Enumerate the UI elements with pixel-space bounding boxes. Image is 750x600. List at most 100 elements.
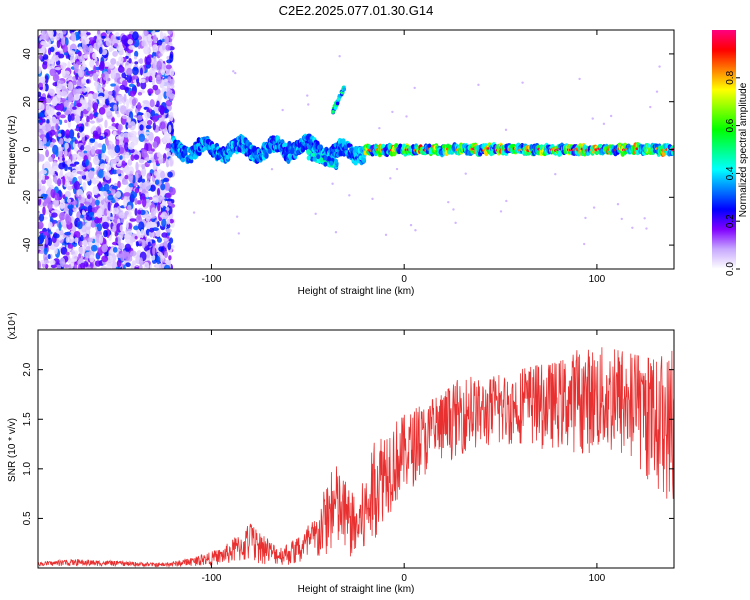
spectrogram-cell <box>81 211 87 216</box>
spectrogram-cell <box>130 190 138 199</box>
spectrogram-cell <box>126 67 133 76</box>
spectrogram-cell <box>47 58 54 65</box>
spectrogram-cell <box>79 241 83 247</box>
spectrogram-cell <box>88 211 95 218</box>
spectrogram-cell <box>169 187 176 196</box>
spectrogram-cell <box>97 169 104 179</box>
spectrogram-cell <box>64 37 69 46</box>
spectrogram-cell <box>137 114 143 121</box>
spectrogram-cell <box>111 169 118 175</box>
spectrogram-cell <box>145 56 152 65</box>
spectrogram-cell <box>163 239 168 248</box>
spectrogram-cell <box>52 165 60 172</box>
spectrogram-cell <box>52 233 60 239</box>
spectrogram-cell <box>391 110 394 114</box>
spectrogram-cell <box>311 152 316 158</box>
spectrogram-cell <box>155 160 159 165</box>
spectrogram-cell <box>158 52 163 57</box>
spectrogram-cell <box>44 75 49 84</box>
spectrogram-cell <box>117 123 123 132</box>
spectrogram-cell <box>409 223 413 227</box>
spectrogram-cell <box>60 129 65 138</box>
spectrogram-cell <box>106 260 114 266</box>
spectrogram-cell <box>267 148 273 154</box>
spectrogram-cell <box>38 213 45 222</box>
spectrogram-cell <box>88 45 94 54</box>
spectrogram-cell <box>107 194 114 201</box>
spectrogram-cell <box>316 154 321 160</box>
spectrogram-cell <box>49 68 57 77</box>
spectrogram-cell <box>336 97 341 101</box>
spectrogram-cell <box>126 124 132 129</box>
spectrogram-cell <box>76 102 82 107</box>
spectrogram-cell <box>52 176 58 183</box>
spectrogram-cell <box>620 217 623 221</box>
spectrogram-cell <box>95 60 99 67</box>
spectrogram-cell <box>74 63 79 74</box>
spectrogram-cell <box>103 208 108 217</box>
spectrogram-cell <box>142 73 148 77</box>
spectrogram-cell <box>93 155 100 166</box>
spectrogram-cell <box>141 149 148 158</box>
spectrogram-cell <box>42 61 48 65</box>
spectrogram-cell <box>64 190 71 198</box>
spectrogram-cell <box>99 186 107 192</box>
spectrogram-cell <box>101 35 106 39</box>
spectrogram-x-tick-label: 100 <box>589 274 606 285</box>
spectrogram-cell <box>73 93 80 101</box>
spectrogram-cell <box>119 224 124 232</box>
spectrogram-cell <box>145 76 150 81</box>
spectrogram-cell <box>111 261 118 269</box>
spectrogram-cell <box>138 158 145 164</box>
spectrogram-cell <box>114 231 119 237</box>
spectrogram-cell <box>38 239 41 244</box>
spectrogram-cell <box>148 75 153 82</box>
spectrogram-cell <box>395 167 399 171</box>
spectrogram-cell <box>156 100 160 108</box>
spectrogram-cell <box>306 94 309 97</box>
spectrogram-cell <box>41 41 48 46</box>
spectrogram-cell <box>80 84 85 90</box>
spectrogram-cell <box>92 185 100 196</box>
spectrogram-cell <box>147 34 152 38</box>
spectrogram-cell <box>74 237 79 244</box>
spectrogram-x-axis-label: Height of straight line (km) <box>298 286 415 297</box>
spectrogram-cell <box>101 255 109 263</box>
spectrogram-cell <box>105 156 109 163</box>
spectrogram-cell <box>108 46 113 53</box>
spectrogram-cell <box>60 219 66 226</box>
spectrogram-cell <box>77 220 83 230</box>
spectrogram-cell <box>108 125 115 130</box>
spectrogram-cell <box>145 157 150 162</box>
spectrogram-cell <box>125 262 131 268</box>
spectrogram-cell <box>124 151 130 159</box>
spectrogram-cell <box>306 155 311 161</box>
spectrogram-cell <box>119 132 125 142</box>
spectrogram-cell <box>270 168 274 171</box>
snr-y-scale-note: (x10⁴) <box>7 312 18 339</box>
spectrogram-cell <box>88 170 95 180</box>
spectrogram-cell <box>38 139 43 149</box>
spectrogram-cell <box>159 121 166 130</box>
spectrogram-cell <box>42 125 46 131</box>
spectrogram-cell <box>136 102 142 111</box>
spectrogram-cell <box>163 264 171 269</box>
spectrogram-cell <box>79 132 86 138</box>
snr-y-tick-label: 1.0 <box>22 461 33 475</box>
spectrogram-cell <box>122 135 129 145</box>
spectrogram-cell <box>331 109 335 114</box>
spectrogram-cell <box>77 46 83 51</box>
spectrogram-cell <box>554 172 557 176</box>
spectrogram-cell <box>116 163 122 167</box>
spectrogram-x-tick-label: -100 <box>201 274 221 285</box>
spectrogram-cell <box>592 206 596 209</box>
spectrogram-cell <box>142 100 150 104</box>
spectrogram-cell <box>82 240 88 246</box>
spectrogram-cell <box>134 235 138 240</box>
spectrogram-cell <box>165 64 172 70</box>
spectrogram-cell <box>123 93 127 102</box>
spectrogram-cell <box>114 156 121 162</box>
spectrogram-cell <box>62 30 67 35</box>
spectrogram-y-tick-label: 0 <box>22 146 33 152</box>
spectrogram-cell <box>104 61 111 67</box>
